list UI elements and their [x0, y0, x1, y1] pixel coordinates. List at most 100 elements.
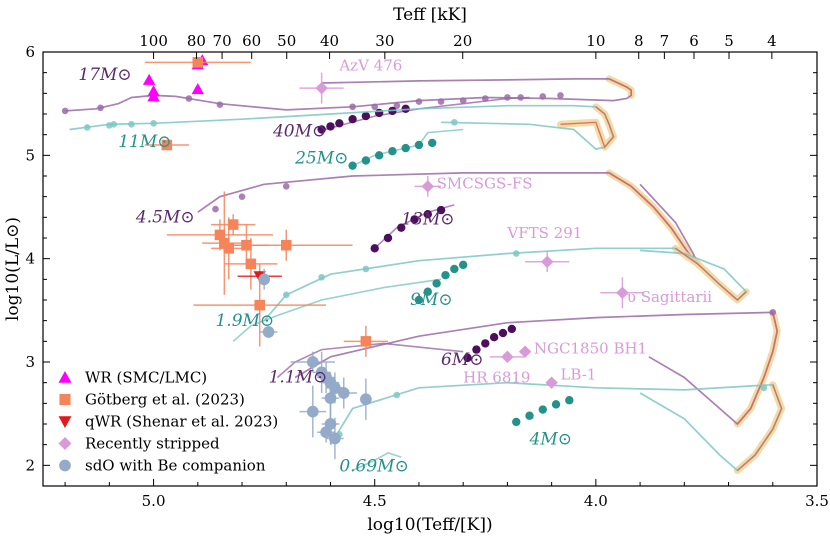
data-point — [306, 405, 319, 418]
legend-label: qWR (Shenar et al. 2023) — [85, 413, 278, 431]
track-point — [507, 324, 517, 334]
track-point — [348, 114, 357, 124]
track-label: 0.69M⊙ — [339, 457, 409, 477]
track-point — [348, 161, 357, 170]
track-label: 1.9M⊙ — [215, 311, 274, 331]
track-point — [282, 183, 290, 190]
top-tick-label: 50 — [277, 32, 296, 50]
track-label: 13M⊙ — [401, 210, 454, 230]
y-tick-label: 5 — [25, 146, 35, 164]
track-point — [410, 215, 419, 224]
axes: 5.0 4.5 4.0 3.5 2 3 4 5 6 100 80 70 60 50 40 30 20 10 8 7 6 5… — [3, 5, 829, 535]
top-axis-title: Teff [kK] — [393, 5, 467, 25]
track-point — [349, 103, 356, 111]
top-tick-label: 5 — [724, 32, 734, 50]
track-point — [538, 405, 547, 414]
track-line — [560, 106, 615, 149]
track-point — [451, 118, 458, 126]
track-point — [414, 140, 424, 150]
track-point — [128, 121, 135, 128]
track-label: 40M⊙ — [272, 122, 326, 142]
track-point — [481, 339, 490, 348]
data-point — [545, 376, 558, 389]
track-point — [472, 345, 481, 354]
track-point — [551, 400, 561, 409]
top-tick-label: 80 — [187, 32, 206, 50]
track-point — [760, 384, 768, 392]
y-tick-label: 2 — [25, 456, 35, 474]
star-label: LB-1 — [560, 366, 596, 384]
legend-label: sdO with Be companion — [85, 457, 266, 475]
track-line — [736, 384, 783, 472]
track-point — [565, 396, 574, 405]
track-point — [61, 107, 69, 115]
track-point — [370, 244, 379, 253]
data-point — [421, 180, 434, 193]
legend-label: Recently stripped — [85, 435, 220, 453]
track-label: 11M⊙ — [118, 132, 171, 152]
track-point — [388, 147, 397, 156]
track-line — [65, 78, 633, 112]
track-point — [441, 271, 450, 280]
track-point — [432, 279, 441, 288]
track-point — [517, 94, 524, 101]
track-point — [458, 260, 468, 270]
legend-marker — [58, 371, 72, 383]
track-label: 6M⊙ — [441, 350, 483, 370]
data-point — [360, 336, 372, 347]
data-point — [360, 393, 372, 406]
observed-stars — [142, 54, 645, 460]
data-point — [320, 426, 332, 439]
data-point — [501, 350, 514, 364]
track-point — [414, 295, 424, 305]
legend-label: Götberg et al. (2023) — [85, 391, 245, 409]
track-point — [362, 265, 370, 273]
legend-label: WR (SMC/LMC) — [85, 369, 207, 387]
data-point — [147, 90, 160, 102]
data-point — [227, 219, 239, 230]
track-point — [361, 156, 371, 165]
data-point — [541, 255, 554, 268]
star-label: SMCSGS-FS — [437, 174, 533, 192]
track-point — [97, 104, 104, 112]
track-point — [318, 273, 325, 281]
data-point — [616, 286, 629, 299]
top-tick-label: 70 — [213, 32, 232, 50]
track-point — [481, 95, 489, 102]
track-point — [397, 223, 406, 232]
star-label: NGC1850 BH1 — [534, 340, 647, 358]
track-point — [450, 264, 459, 274]
y-tick-label: 6 — [25, 43, 35, 61]
top-tick-label: 7 — [660, 32, 670, 50]
data-point — [258, 273, 270, 286]
legend: WR (SMC/LMC) Götberg et al. (2023) qWR (Sh… — [58, 369, 278, 475]
track-point — [335, 119, 344, 128]
x-tick-label: 3.5 — [805, 492, 829, 510]
top-tick-label: 10 — [586, 32, 605, 50]
track-point — [525, 411, 534, 420]
track-line — [276, 342, 464, 379]
data-point — [315, 81, 328, 95]
x-tick-label: 5.0 — [142, 492, 166, 510]
data-point — [280, 239, 292, 251]
top-tick-label: 100 — [139, 32, 168, 50]
data-point — [329, 432, 341, 445]
data-point — [324, 392, 337, 405]
track-point — [415, 98, 423, 105]
track-line — [736, 312, 778, 425]
track-label: 4.5M⊙ — [135, 208, 195, 228]
data-point — [254, 299, 265, 311]
evolution-tracks — [61, 75, 786, 474]
track-point — [393, 391, 401, 399]
data-point — [214, 229, 226, 241]
track-point — [459, 97, 467, 104]
top-tick-label: 20 — [453, 32, 472, 50]
data-point — [245, 258, 257, 270]
track-point — [383, 233, 393, 243]
data-point — [329, 381, 341, 394]
legend-marker — [58, 416, 72, 428]
track-point — [423, 210, 432, 219]
track-point — [371, 103, 379, 111]
track-point — [512, 250, 520, 257]
